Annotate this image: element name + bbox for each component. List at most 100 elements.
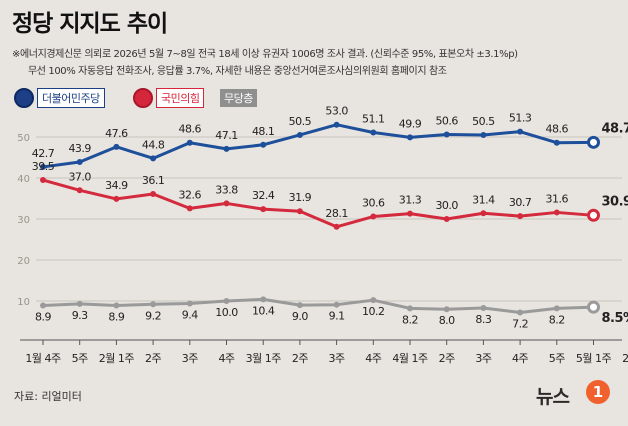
data-point (223, 298, 230, 304)
data-point (260, 206, 267, 213)
data-point (113, 195, 120, 202)
data-label: 32.4 (252, 189, 275, 202)
data-label: 30.9% (602, 194, 628, 209)
x-tick-label: 4주 (512, 352, 528, 365)
data-label: 31.4 (472, 193, 495, 206)
data-label: 48.6 (179, 123, 202, 136)
data-point (223, 145, 230, 152)
data-point (40, 302, 46, 309)
data-point (443, 131, 450, 138)
x-tick-label: 4주 (365, 352, 381, 365)
data-point (480, 131, 487, 138)
data-point (587, 300, 600, 314)
data-label: 32.6 (179, 188, 202, 201)
x-tick-label: 5주 (549, 352, 565, 365)
data-label: 9.2 (145, 309, 161, 322)
data-label: 28.1 (325, 207, 348, 220)
data-point (370, 213, 377, 220)
data-point (260, 296, 267, 303)
data-label: 9.3 (72, 309, 88, 322)
data-label: 8.5% (602, 311, 628, 326)
data-label: 49.9 (399, 117, 422, 130)
page-title: 정당 지지도 추이 (12, 11, 168, 37)
data-label: 50.5 (472, 115, 495, 128)
data-point (223, 200, 230, 207)
data-label: 30.6 (362, 197, 385, 210)
data-point (517, 128, 524, 135)
data-label: 33.8 (215, 183, 238, 196)
data-point (370, 297, 377, 304)
data-label: 47.1 (215, 129, 238, 142)
data-point (333, 301, 340, 308)
data-point (517, 309, 524, 316)
x-tick-label: 5주 (72, 352, 88, 365)
data-label: 10.2 (362, 305, 385, 318)
x-tick-label: 2주 (622, 352, 628, 365)
data-point (333, 223, 340, 230)
data-label: 39.5 (32, 160, 55, 173)
data-label: 50.5 (289, 115, 312, 128)
data-label: 7.2 (512, 317, 528, 330)
legend-label: 무당층 (220, 89, 257, 107)
data-label: 30.0 (435, 199, 458, 212)
data-point (443, 306, 450, 313)
series-line (42, 297, 594, 314)
data-point (113, 302, 120, 309)
data-label: 37.0 (68, 170, 91, 183)
data-point (40, 177, 46, 184)
x-tick-label: 3주 (182, 352, 198, 365)
data-label: 10.4 (252, 304, 275, 317)
news1-logo: 뉴스 (536, 386, 570, 408)
series-line (42, 178, 594, 229)
data-point (553, 305, 560, 312)
data-label: 51.1 (362, 112, 385, 125)
data-label: 8.0 (439, 314, 455, 327)
data-point (113, 143, 120, 150)
data-label: 44.8 (142, 138, 165, 151)
series-line (42, 123, 594, 169)
data-label: 8.9 (108, 311, 124, 324)
data-point (186, 300, 193, 307)
data-point (333, 121, 340, 128)
data-point (260, 141, 267, 148)
x-tick-label: 1월 4주 (25, 352, 61, 365)
data-point (407, 305, 413, 312)
data-point (76, 159, 83, 166)
democratic-party-logo-icon (14, 88, 34, 108)
data-point (407, 210, 413, 217)
legend-ppp: 국민의힘 (133, 88, 205, 108)
legend-democratic: 더불어민주당 (14, 88, 105, 108)
data-point (40, 163, 46, 170)
data-label: 10.0 (215, 306, 238, 319)
ppp-party-logo-icon (133, 88, 153, 108)
data-point (443, 216, 450, 222)
data-point (150, 301, 157, 308)
data-label: 31.3 (399, 194, 422, 207)
data-label: 48.1 (252, 125, 275, 138)
x-tick-label: 2주 (145, 352, 161, 365)
x-tick-label: 2주 (292, 352, 308, 365)
data-point (407, 134, 413, 141)
y-tick-label: 40 (17, 174, 30, 185)
data-label: 53.0 (325, 105, 348, 118)
data-label: 48.6 (546, 123, 569, 136)
legend-label: 국민의힘 (156, 88, 205, 108)
legend-independent: 무당층 (220, 88, 257, 108)
data-label: 31.9 (289, 191, 312, 204)
data-point (370, 129, 377, 136)
data-label: 47.6 (105, 127, 128, 140)
y-tick-label: 30 (17, 215, 30, 226)
data-label: 34.9 (105, 179, 128, 192)
data-point (186, 139, 193, 146)
data-label: 48.7% (602, 121, 628, 136)
data-point (553, 139, 560, 146)
data-point (296, 131, 303, 138)
news1-logo-mark: 1 (586, 380, 610, 404)
data-point (480, 210, 487, 217)
data-label: 50.6 (435, 115, 458, 128)
data-point (76, 187, 83, 194)
data-point (480, 304, 487, 311)
data-point (553, 209, 560, 216)
survey-note-1: ※에너지경제신문 의뢰로 2026년 5월 7~8일 전국 18세 이상 유권자… (12, 49, 518, 60)
